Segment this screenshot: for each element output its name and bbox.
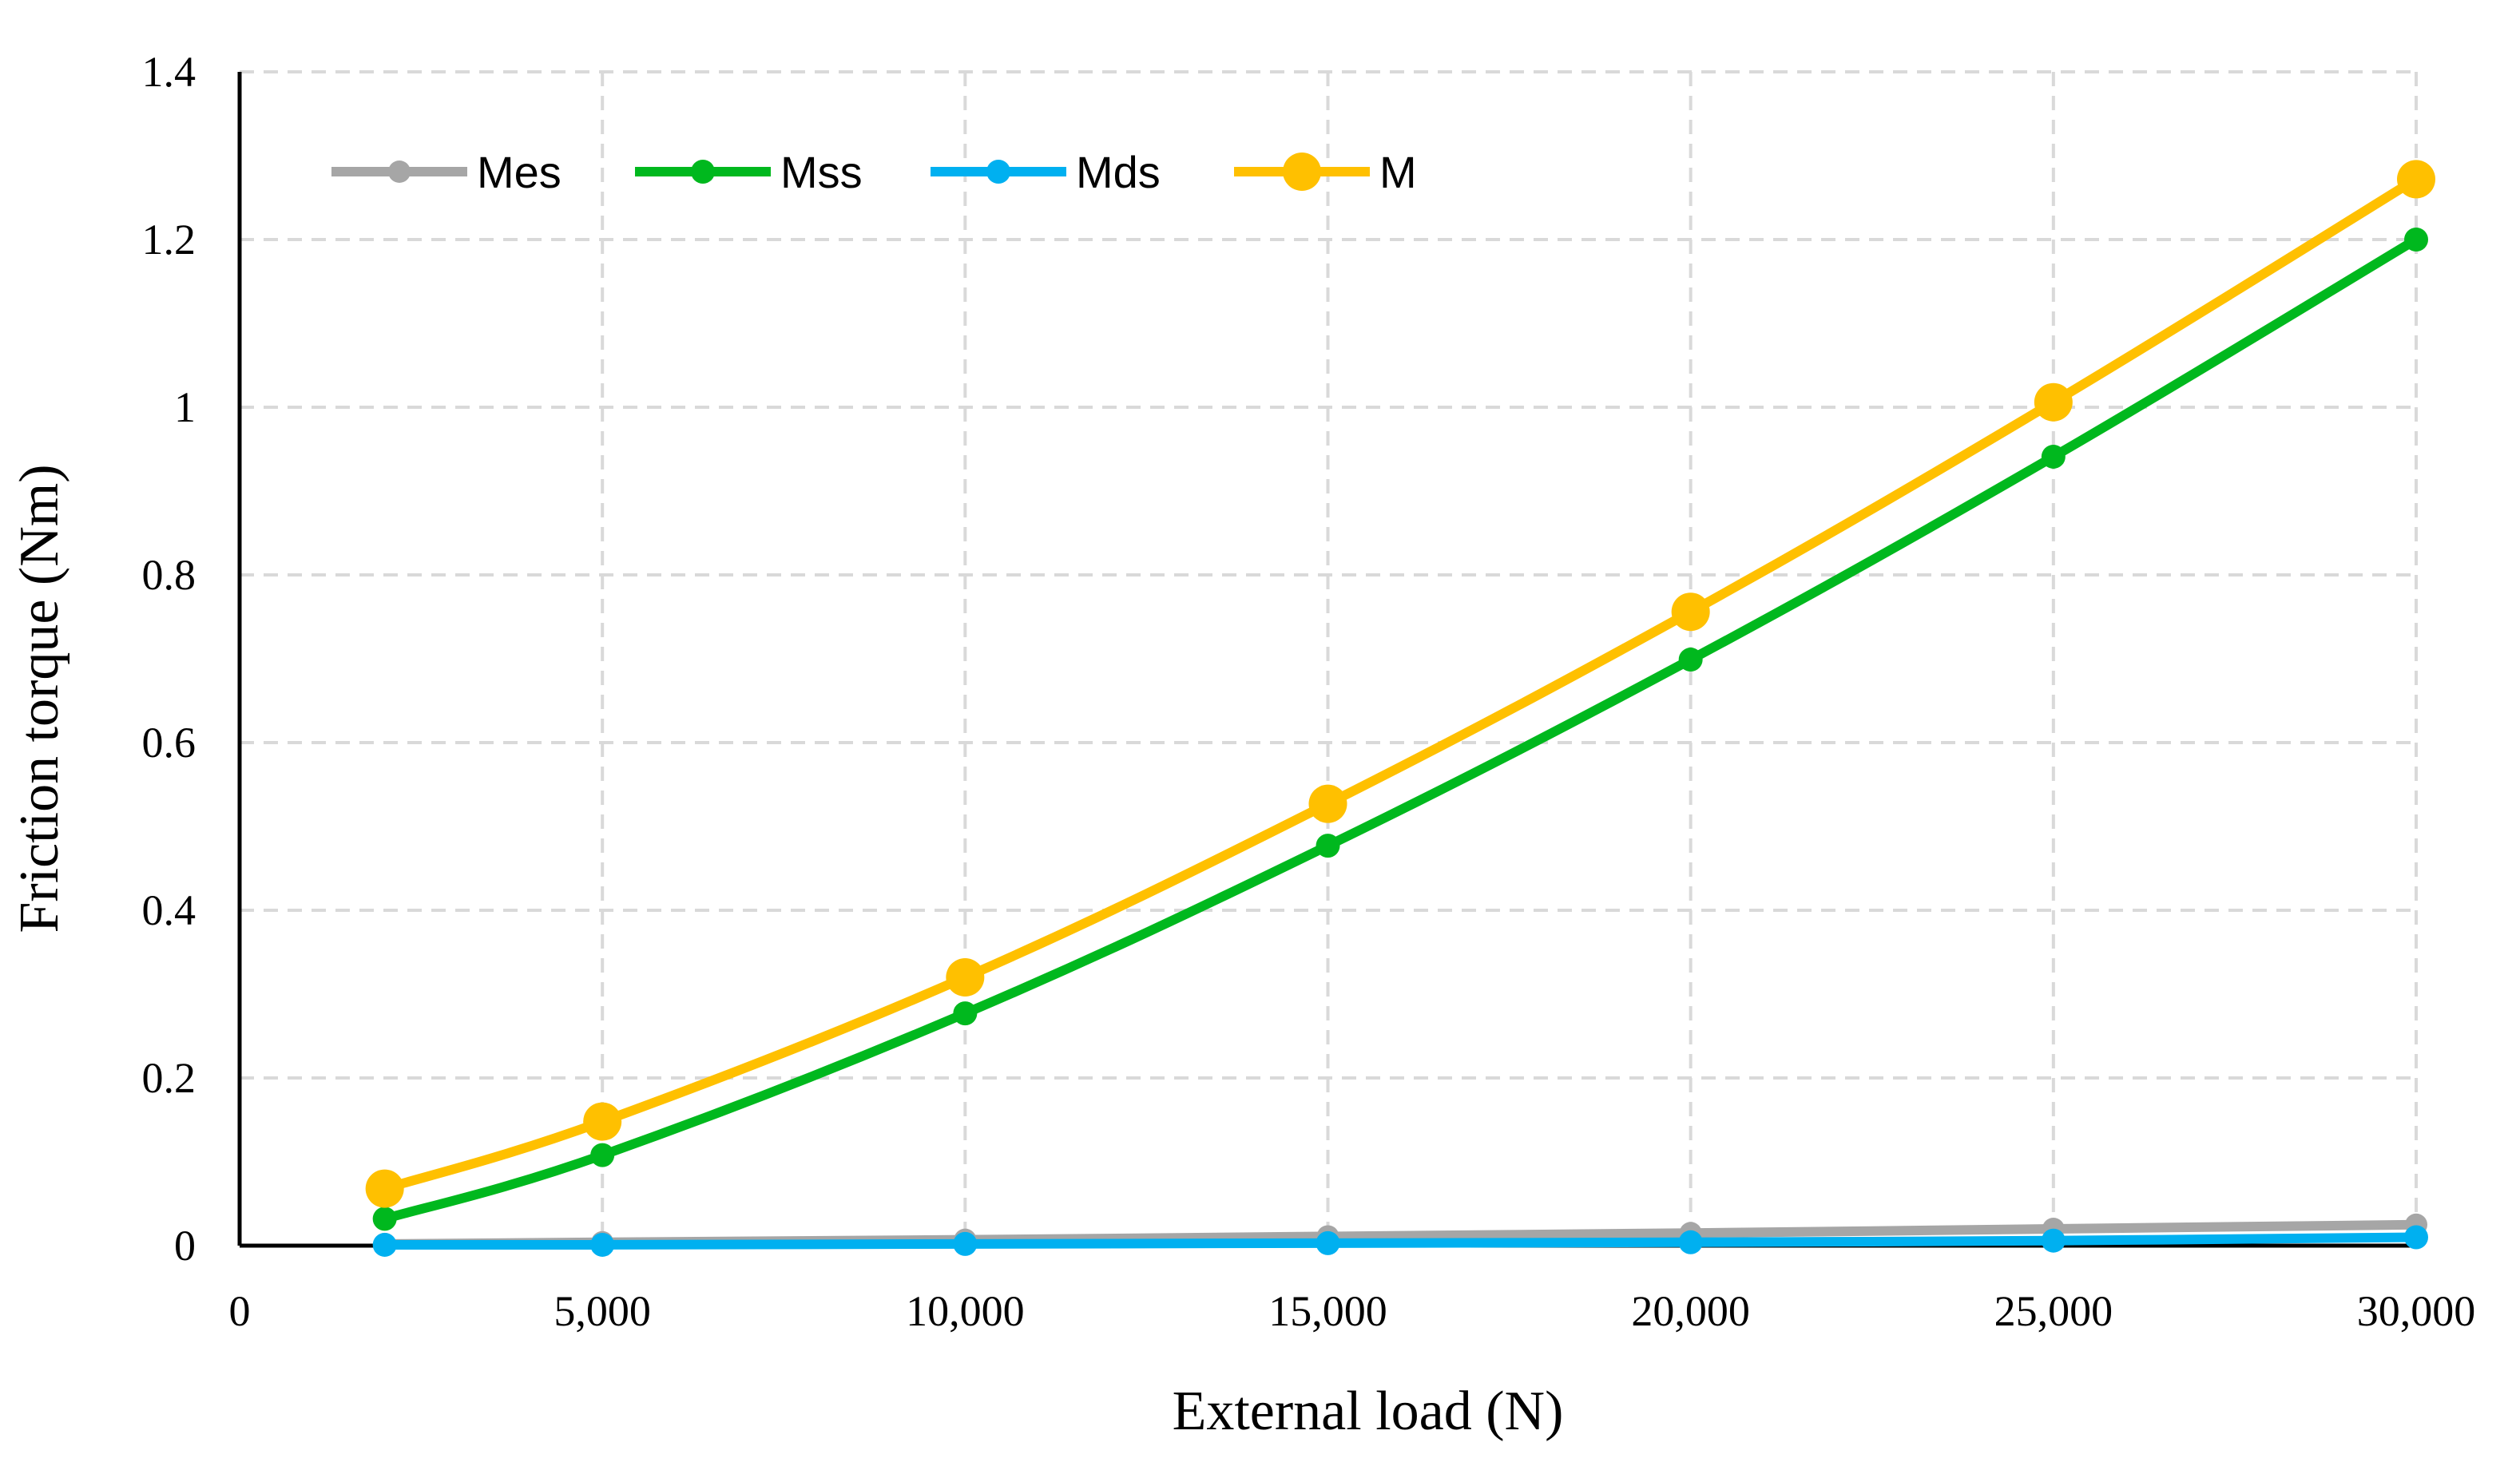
data-point-m	[1308, 784, 1347, 823]
data-point-mss	[372, 1207, 397, 1231]
data-point-mds	[2404, 1225, 2428, 1250]
y-axis-title: Friction torque (Nm)	[9, 464, 70, 933]
grid	[240, 70, 2418, 1246]
legend: Mes Mss Mds M	[331, 147, 1417, 197]
x-tick-label: 25,000	[1994, 1287, 2113, 1335]
data-point-mss	[1316, 834, 1340, 858]
data-point-m	[946, 958, 985, 997]
series-m	[365, 160, 2435, 1208]
x-tick-label: 0	[229, 1287, 251, 1335]
data-point-mds	[2041, 1228, 2066, 1253]
data-point-mss	[1678, 648, 1703, 672]
data-point-mds	[1678, 1230, 1703, 1254]
x-tick-label: 10,000	[906, 1287, 1025, 1335]
legend-label: Mds	[1076, 147, 1161, 197]
y-tick-label: 0.8	[142, 551, 196, 599]
y-tick-label: 0.2	[142, 1054, 196, 1102]
legend-label: Mes	[477, 147, 562, 197]
data-point-m	[2034, 382, 2073, 422]
legend-item-m: M	[1234, 147, 1417, 197]
legend-item-mss: Mss	[635, 147, 863, 197]
series-mds	[372, 1225, 2428, 1257]
y-tick-label: 1	[174, 383, 196, 431]
data-point-mss	[590, 1143, 615, 1167]
data-point-mss	[2404, 228, 2428, 252]
data-point-mds	[1316, 1230, 1340, 1255]
series-mss	[372, 228, 2428, 1231]
data-point-m	[583, 1102, 622, 1141]
data-point-mds	[590, 1232, 615, 1257]
y-tick-label: 1.2	[142, 216, 196, 264]
series-line-mss	[383, 235, 2419, 1224]
legend-item-mds: Mds	[931, 147, 1161, 197]
y-tick-label: 1.4	[142, 48, 196, 96]
legend-label: M	[1379, 147, 1417, 197]
legend-swatch-marker	[691, 160, 715, 184]
legend-swatch-marker	[986, 160, 1010, 184]
legend-swatch-marker	[388, 160, 411, 183]
data-point-m	[1671, 592, 1710, 632]
x-tick-label: 5,000	[554, 1287, 651, 1335]
legend-swatch-marker	[1283, 153, 1321, 191]
series	[365, 160, 2435, 1257]
legend-item-mes: Mes	[331, 147, 562, 197]
legend-label: Mss	[780, 147, 863, 197]
data-point-m	[365, 1169, 404, 1208]
data-point-mds	[953, 1231, 978, 1256]
data-point-mss	[953, 1001, 978, 1026]
x-tick-label: 30,000	[2357, 1287, 2476, 1335]
data-point-m	[2397, 160, 2435, 199]
tick-labels: 0 0.2 0.4 0.6 0.8 1 1.2 1.4 0 5,000 10,000 15,000 20…	[142, 48, 2476, 1335]
x-tick-label: 20,000	[1631, 1287, 1750, 1335]
data-point-mss	[2041, 444, 2066, 469]
x-axis-title: External load (N)	[1173, 1381, 1564, 1442]
y-tick-label: 0.6	[142, 719, 196, 767]
y-tick-label: 0	[174, 1222, 196, 1270]
x-tick-label: 15,000	[1268, 1287, 1387, 1335]
data-point-mds	[372, 1232, 397, 1257]
y-tick-label: 0.4	[142, 886, 196, 934]
